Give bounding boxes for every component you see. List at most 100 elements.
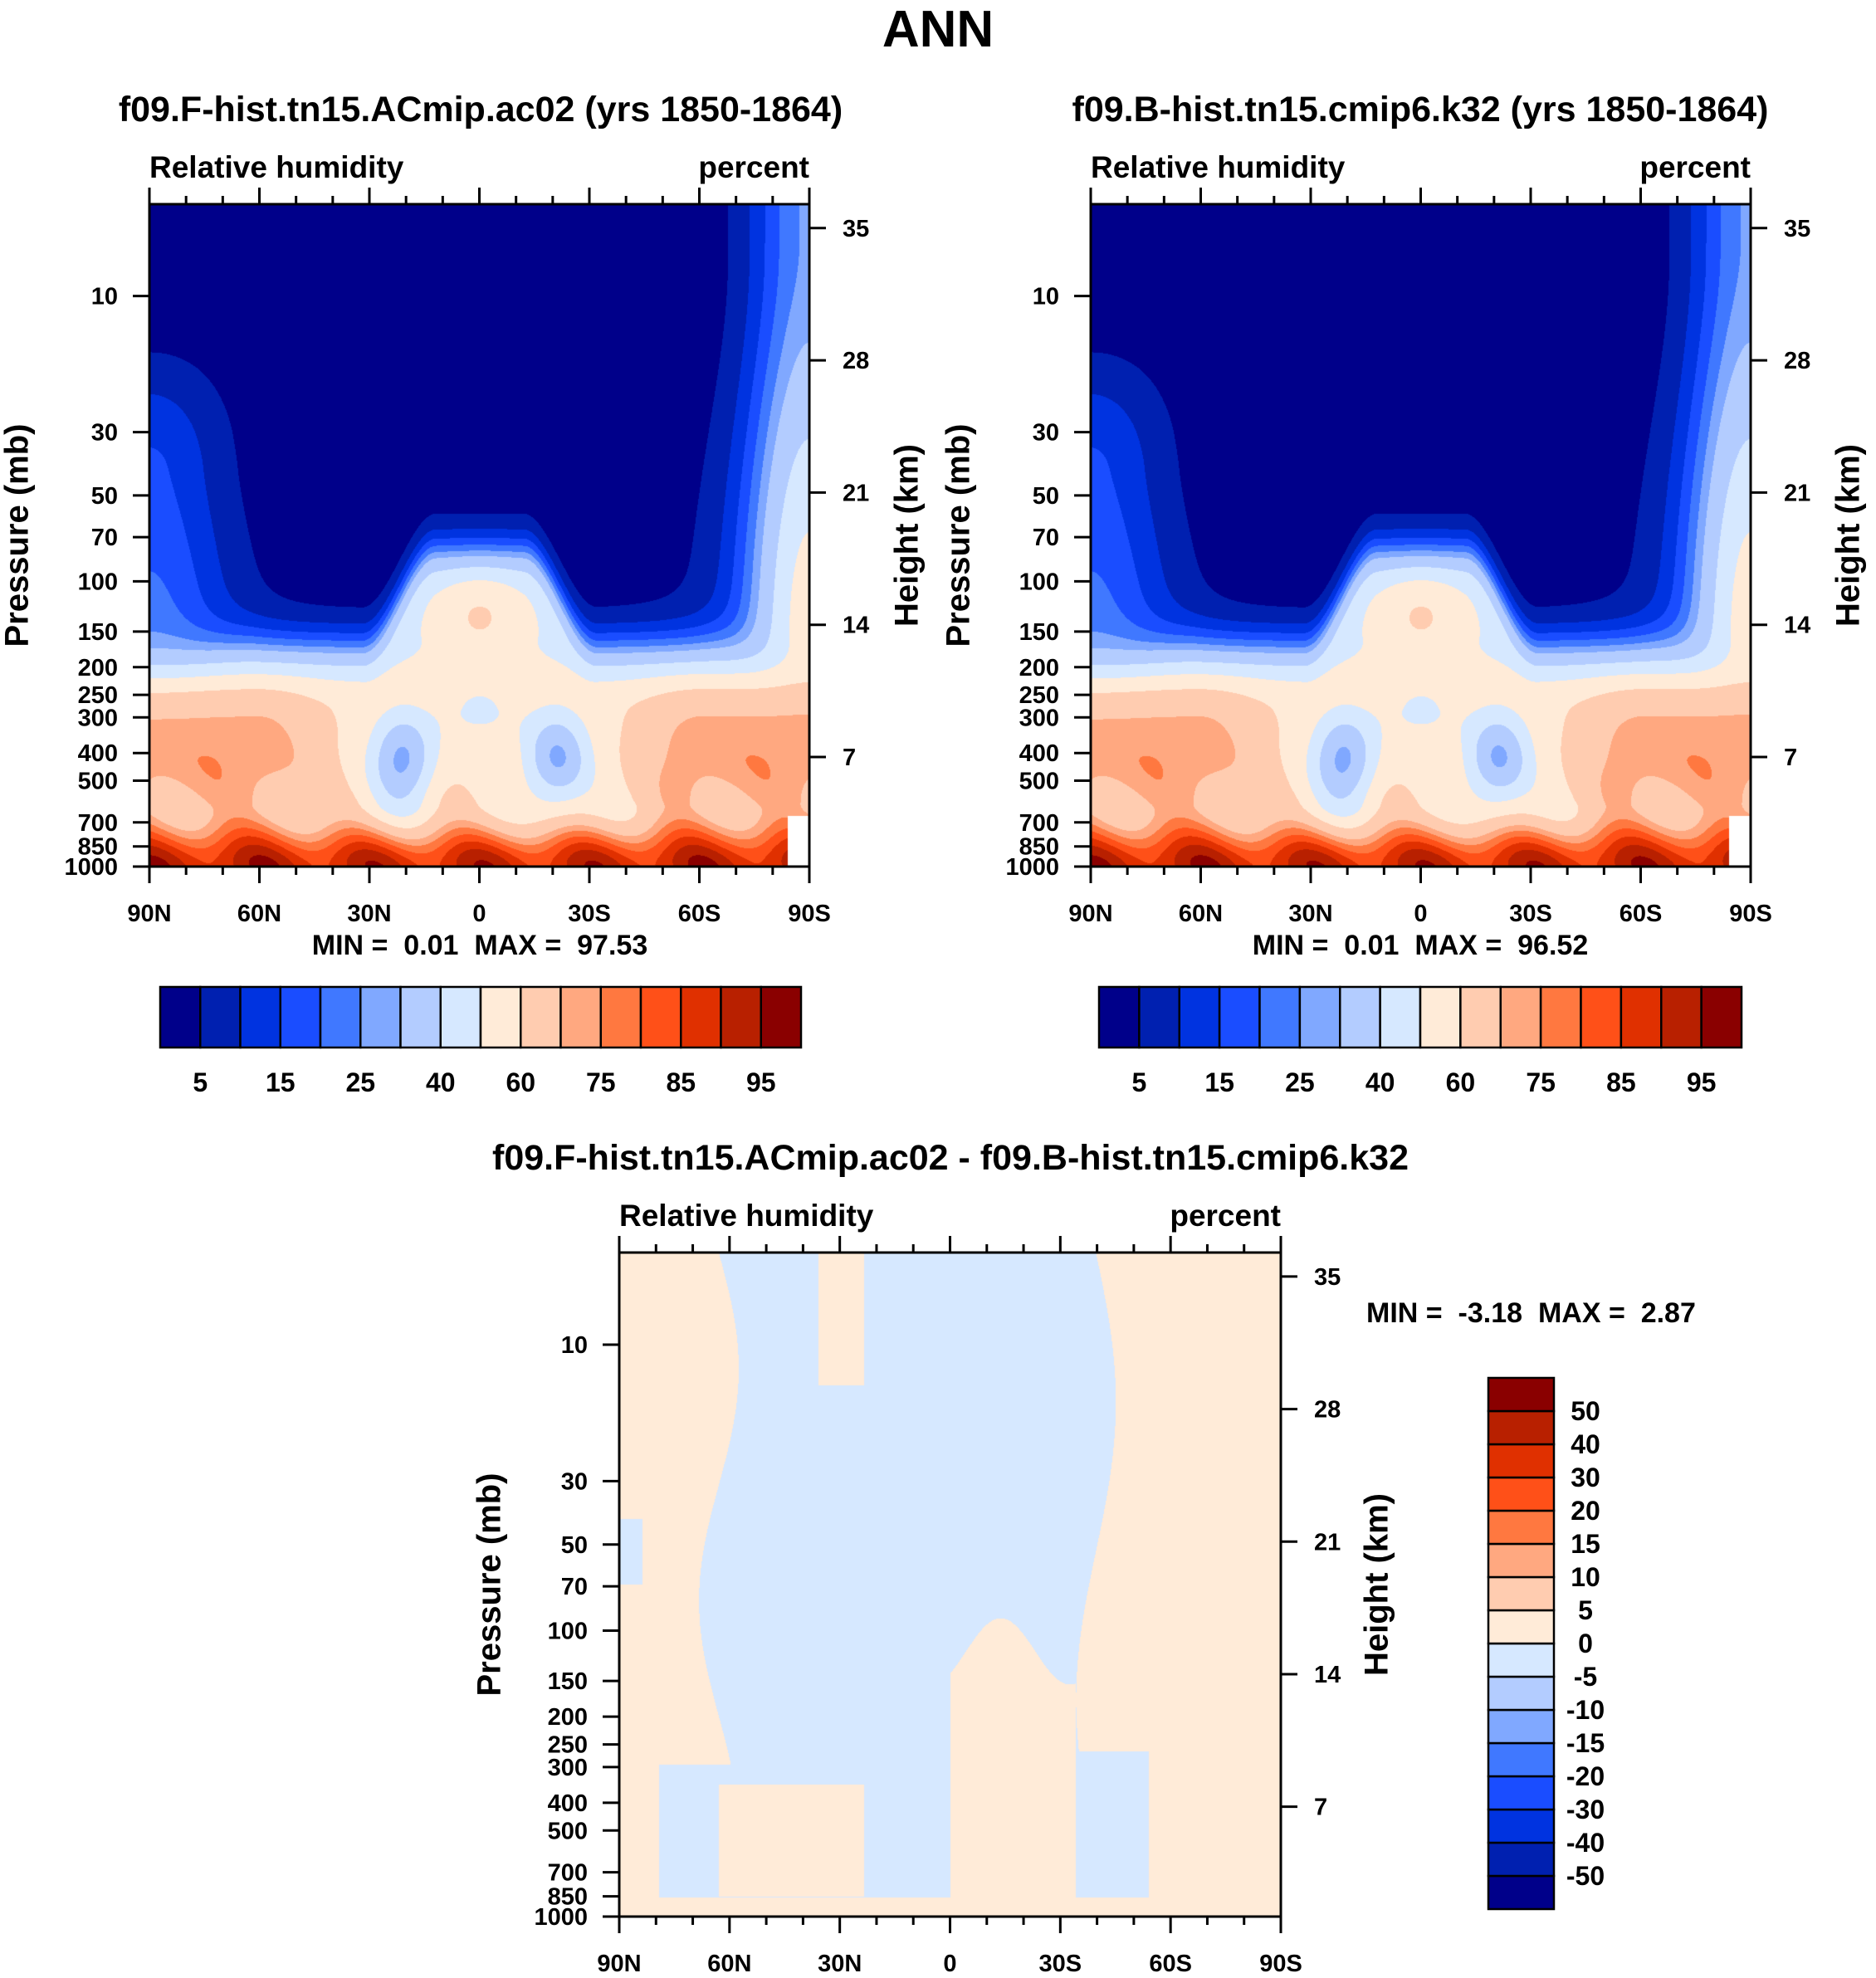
spacer xyxy=(561,930,577,961)
colorbar-box xyxy=(1379,985,1422,1049)
colorbar-label: -5 xyxy=(1574,1662,1597,1692)
min-max-max-label: MAX = xyxy=(1414,930,1502,961)
height-tick-label: 7 xyxy=(1784,745,1797,771)
y-tick-label: 250 xyxy=(1019,682,1059,709)
colorbar-label: 40 xyxy=(1365,1067,1395,1097)
colorbar-box xyxy=(1487,1841,1556,1878)
colorbar-box xyxy=(1487,1675,1556,1712)
y-axis-title-right: Height (km) xyxy=(889,444,926,627)
colorbar-box xyxy=(1258,985,1302,1049)
colorbar-label: 0 xyxy=(1578,1629,1593,1658)
colorbar-box xyxy=(1487,1775,1556,1811)
colorbar-label: 5 xyxy=(193,1067,208,1097)
x-tick-label: 90S xyxy=(1729,901,1772,927)
y-tick-label: 30 xyxy=(91,420,118,447)
panel-1-axes: 90N 60N 30N 0 30S 60S 90S103050701001502002503… xyxy=(940,90,1867,1097)
min-max-readout: MIN = 0.01 MAX = 97.53 xyxy=(312,930,647,961)
height-tick-label: 7 xyxy=(843,745,856,771)
x-tick-label: 30S xyxy=(1509,901,1552,927)
colorbar-label: -10 xyxy=(1566,1695,1605,1725)
colorbar-box xyxy=(359,985,402,1049)
y-tick-label: 400 xyxy=(548,1790,588,1817)
x-tick-label: 60S xyxy=(678,901,721,927)
spacer xyxy=(1625,1297,1641,1329)
colorbar-box xyxy=(239,985,281,1049)
colorbar-box xyxy=(680,985,722,1049)
colorbar-label: 40 xyxy=(1571,1429,1600,1459)
colorbar-label: 25 xyxy=(345,1067,375,1097)
colorbar-label: 25 xyxy=(1285,1067,1315,1097)
colorbar-box xyxy=(399,985,442,1049)
y-tick-label: 10 xyxy=(1033,284,1059,310)
y-tick-label: 200 xyxy=(78,655,118,681)
colorbar-box xyxy=(1660,985,1703,1049)
height-tick-label: 14 xyxy=(843,613,869,639)
x-tick-label: 60N xyxy=(237,901,281,927)
height-tick-label: 28 xyxy=(843,348,869,374)
y-tick-label: 400 xyxy=(1019,740,1059,767)
min-max-min: -3.18 xyxy=(1458,1297,1523,1329)
colorbar-box xyxy=(279,985,322,1049)
y-axis-title-right: Height (km) xyxy=(1359,1493,1395,1676)
y-tick-label: 10 xyxy=(561,1332,588,1359)
min-max-min-label: MIN = xyxy=(1366,1297,1443,1329)
colorbar-box xyxy=(1459,985,1502,1049)
main-title: ANN xyxy=(882,1,994,58)
y-tick-label: 500 xyxy=(78,769,118,795)
colorbar-box xyxy=(1620,985,1663,1049)
spacer xyxy=(1443,1297,1458,1329)
y-tick-label: 700 xyxy=(548,1860,588,1887)
right-string: percent xyxy=(1639,150,1751,184)
colorbar-box xyxy=(639,985,682,1049)
y-tick-label: 500 xyxy=(1019,769,1059,795)
left-string: Relative humidity xyxy=(149,150,404,184)
colorbar-box xyxy=(479,985,522,1049)
y-tick-label: 150 xyxy=(78,619,118,646)
min-max-min: 0.01 xyxy=(403,930,458,961)
y-tick-label: 50 xyxy=(1033,483,1059,510)
height-tick-label: 21 xyxy=(1314,1529,1341,1556)
y-tick-label: 200 xyxy=(548,1704,588,1731)
colorbar-label: 85 xyxy=(1606,1067,1636,1097)
x-tick-label: 90N xyxy=(127,901,171,927)
spacer xyxy=(1328,930,1344,961)
colorbar-box xyxy=(1700,985,1743,1049)
colorbar-box xyxy=(1487,1509,1556,1546)
colorbar-label: 75 xyxy=(1526,1067,1556,1097)
colorbar-box xyxy=(1419,985,1462,1049)
y-tick-label: 300 xyxy=(1019,705,1059,731)
colorbar-box xyxy=(1178,985,1221,1049)
colorbar: 5 15 25 40 60 75 85 95 xyxy=(159,985,803,1097)
height-tick-label: 28 xyxy=(1784,348,1810,374)
colorbar-box xyxy=(1487,1376,1556,1413)
y-tick-label: 200 xyxy=(1019,655,1059,681)
x-tick-label: 60S xyxy=(1149,1951,1192,1977)
y-tick-label: 150 xyxy=(548,1668,588,1695)
min-max-max-label: MAX = xyxy=(474,930,561,961)
x-tick-label: 30N xyxy=(347,901,391,927)
colorbar-box xyxy=(1580,985,1623,1049)
x-tick-label: 0 xyxy=(1414,901,1427,927)
y-tick-label: 250 xyxy=(78,682,118,709)
y-tick-label: 150 xyxy=(1019,619,1059,646)
colorbar-box xyxy=(1487,1741,1556,1778)
right-string: percent xyxy=(1170,1199,1281,1233)
y-tick-label: 250 xyxy=(548,1732,588,1759)
min-max-min-label: MIN = xyxy=(312,930,388,961)
x-tick-label: 60N xyxy=(707,1951,751,1977)
colorbar-box xyxy=(1487,1808,1556,1844)
min-max-readout: MIN = 0.01 MAX = 96.52 xyxy=(1253,930,1588,961)
spacer xyxy=(1522,1297,1538,1329)
colorbar-box xyxy=(1487,1476,1556,1512)
panel-0-axes: 90N 60N 30N 0 30S 60S 90S103050701001502002503… xyxy=(0,90,926,1097)
x-tick-label: 30S xyxy=(568,901,611,927)
rh-contour-panel-ac02 xyxy=(149,204,809,867)
height-tick-label: 14 xyxy=(1784,613,1810,639)
colorbar-box xyxy=(720,985,762,1049)
plot-frame xyxy=(148,203,811,868)
colorbar-box xyxy=(1487,1409,1556,1446)
y-tick-label: 100 xyxy=(1019,569,1059,595)
spacer xyxy=(388,930,403,961)
colorbar-label: -20 xyxy=(1566,1761,1605,1791)
y-tick-label: 50 xyxy=(561,1532,588,1559)
